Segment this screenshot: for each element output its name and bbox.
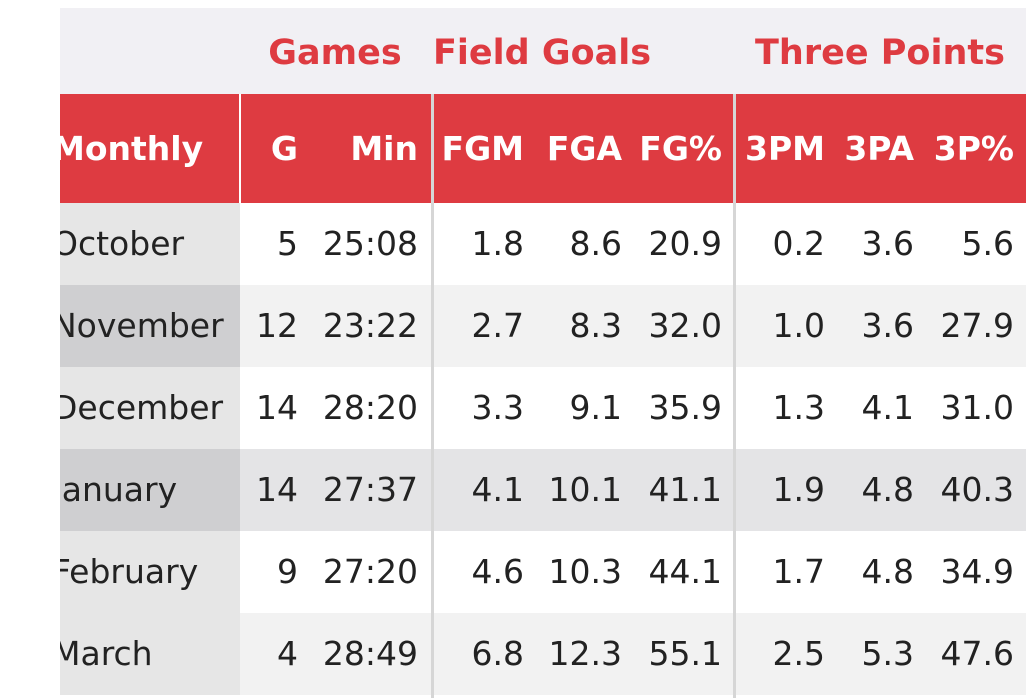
cell-3p-pct: 31.0 <box>940 388 1014 427</box>
cell-fg-pct: 32.0 <box>648 306 722 345</box>
cell-3pa: 4.8 <box>861 552 914 591</box>
cell-min: 27:37 <box>322 470 418 509</box>
cell-fg-pct: 55.1 <box>648 634 722 673</box>
cell-3pa: 5.3 <box>861 634 914 673</box>
table-row: January 14 27:37 4.1 10.1 41.1 1.9 4.8 4… <box>60 449 1026 531</box>
cell-min: 25:08 <box>322 224 418 263</box>
cell-fgm: 6.8 <box>471 634 524 673</box>
column-header-row: Monthly G Min FGM FGA FG% 3PM 3PA 3P% <box>60 94 1026 203</box>
cell-fga: 10.3 <box>548 552 622 591</box>
group-label-three-points: Three Points <box>755 33 1005 73</box>
cell-fgm: 3.3 <box>471 388 524 427</box>
month-label: November <box>60 306 224 345</box>
cell-3p-pct: 5.6 <box>961 224 1014 263</box>
cell-g: 12 <box>256 306 298 345</box>
cell-fga: 12.3 <box>548 634 622 673</box>
column-header-min: Min <box>350 129 418 168</box>
cell-g: 5 <box>277 224 298 263</box>
cell-3pm: 0.2 <box>772 224 825 263</box>
cell-min: 27:20 <box>322 552 418 591</box>
cell-3pa: 4.8 <box>861 470 914 509</box>
month-label: October <box>60 224 185 263</box>
cell-fga: 8.3 <box>569 306 622 345</box>
month-label: March <box>60 634 153 673</box>
table-row: December 14 28:20 3.3 9.1 35.9 1.3 4.1 3… <box>60 367 1026 449</box>
cell-3p-pct: 40.3 <box>940 470 1014 509</box>
cell-3p-pct: 47.6 <box>940 634 1014 673</box>
cell-fg-pct: 44.1 <box>648 552 722 591</box>
cell-g: 14 <box>256 388 298 427</box>
cell-3pm: 1.3 <box>772 388 825 427</box>
cell-min: 28:49 <box>322 634 418 673</box>
cell-g: 14 <box>256 470 298 509</box>
column-header-monthly: Monthly <box>60 129 204 168</box>
group-header-row: Games Field Goals Three Points <box>60 8 1026 94</box>
cell-fga: 8.6 <box>569 224 622 263</box>
cell-fg-pct: 20.9 <box>648 224 722 263</box>
table-row: November 12 23:22 2.7 8.3 32.0 1.0 3.6 2… <box>60 285 1026 367</box>
cell-3pa: 4.1 <box>861 388 914 427</box>
table-row: February 9 27:20 4.6 10.3 44.1 1.7 4.8 3… <box>60 531 1026 613</box>
cell-min: 28:20 <box>322 388 418 427</box>
monthly-stats-table: Games Field Goals Three Points Monthly G… <box>60 8 1026 698</box>
month-label: January <box>60 470 178 509</box>
column-header-fg-pct: FG% <box>639 129 722 168</box>
cell-min: 23:22 <box>322 306 418 345</box>
cell-3pa: 3.6 <box>861 306 914 345</box>
cell-g: 9 <box>277 552 298 591</box>
cell-fg-pct: 35.9 <box>648 388 722 427</box>
cell-3p-pct: 34.9 <box>940 552 1014 591</box>
column-header-3pa: 3PA <box>844 129 914 168</box>
cell-fga: 10.1 <box>548 470 622 509</box>
group-label-field-goals: Field Goals <box>433 33 652 73</box>
column-header-3pm: 3PM <box>745 129 825 168</box>
cell-3pm: 2.5 <box>772 634 825 673</box>
cell-fgm: 4.6 <box>471 552 524 591</box>
header-divider-label <box>239 94 241 203</box>
cell-fgm: 1.8 <box>471 224 524 263</box>
cell-fgm: 2.7 <box>471 306 524 345</box>
column-header-g: G <box>270 129 298 168</box>
table-row: October 5 25:08 1.8 8.6 20.9 0.2 3.6 5.6 <box>60 203 1026 285</box>
column-header-3p-pct: 3P% <box>933 129 1014 168</box>
cell-3pm: 1.7 <box>772 552 825 591</box>
column-header-fgm: FGM <box>441 129 524 168</box>
cell-3pa: 3.6 <box>861 224 914 263</box>
table-row: March 4 28:49 6.8 12.3 55.1 2.5 5.3 47.6 <box>60 613 1026 695</box>
cell-3pm: 1.9 <box>772 470 825 509</box>
cell-fga: 9.1 <box>569 388 622 427</box>
month-label: February <box>60 552 199 591</box>
cell-g: 4 <box>277 634 298 673</box>
cell-fg-pct: 41.1 <box>648 470 722 509</box>
cell-3pm: 1.0 <box>772 306 825 345</box>
group-divider-games <box>431 94 434 698</box>
column-header-fga: FGA <box>546 129 622 168</box>
group-divider-field-goals <box>733 94 736 698</box>
cell-fgm: 4.1 <box>471 470 524 509</box>
group-label-games: Games <box>268 33 402 73</box>
month-label: December <box>60 388 224 427</box>
cell-3p-pct: 27.9 <box>940 306 1014 345</box>
